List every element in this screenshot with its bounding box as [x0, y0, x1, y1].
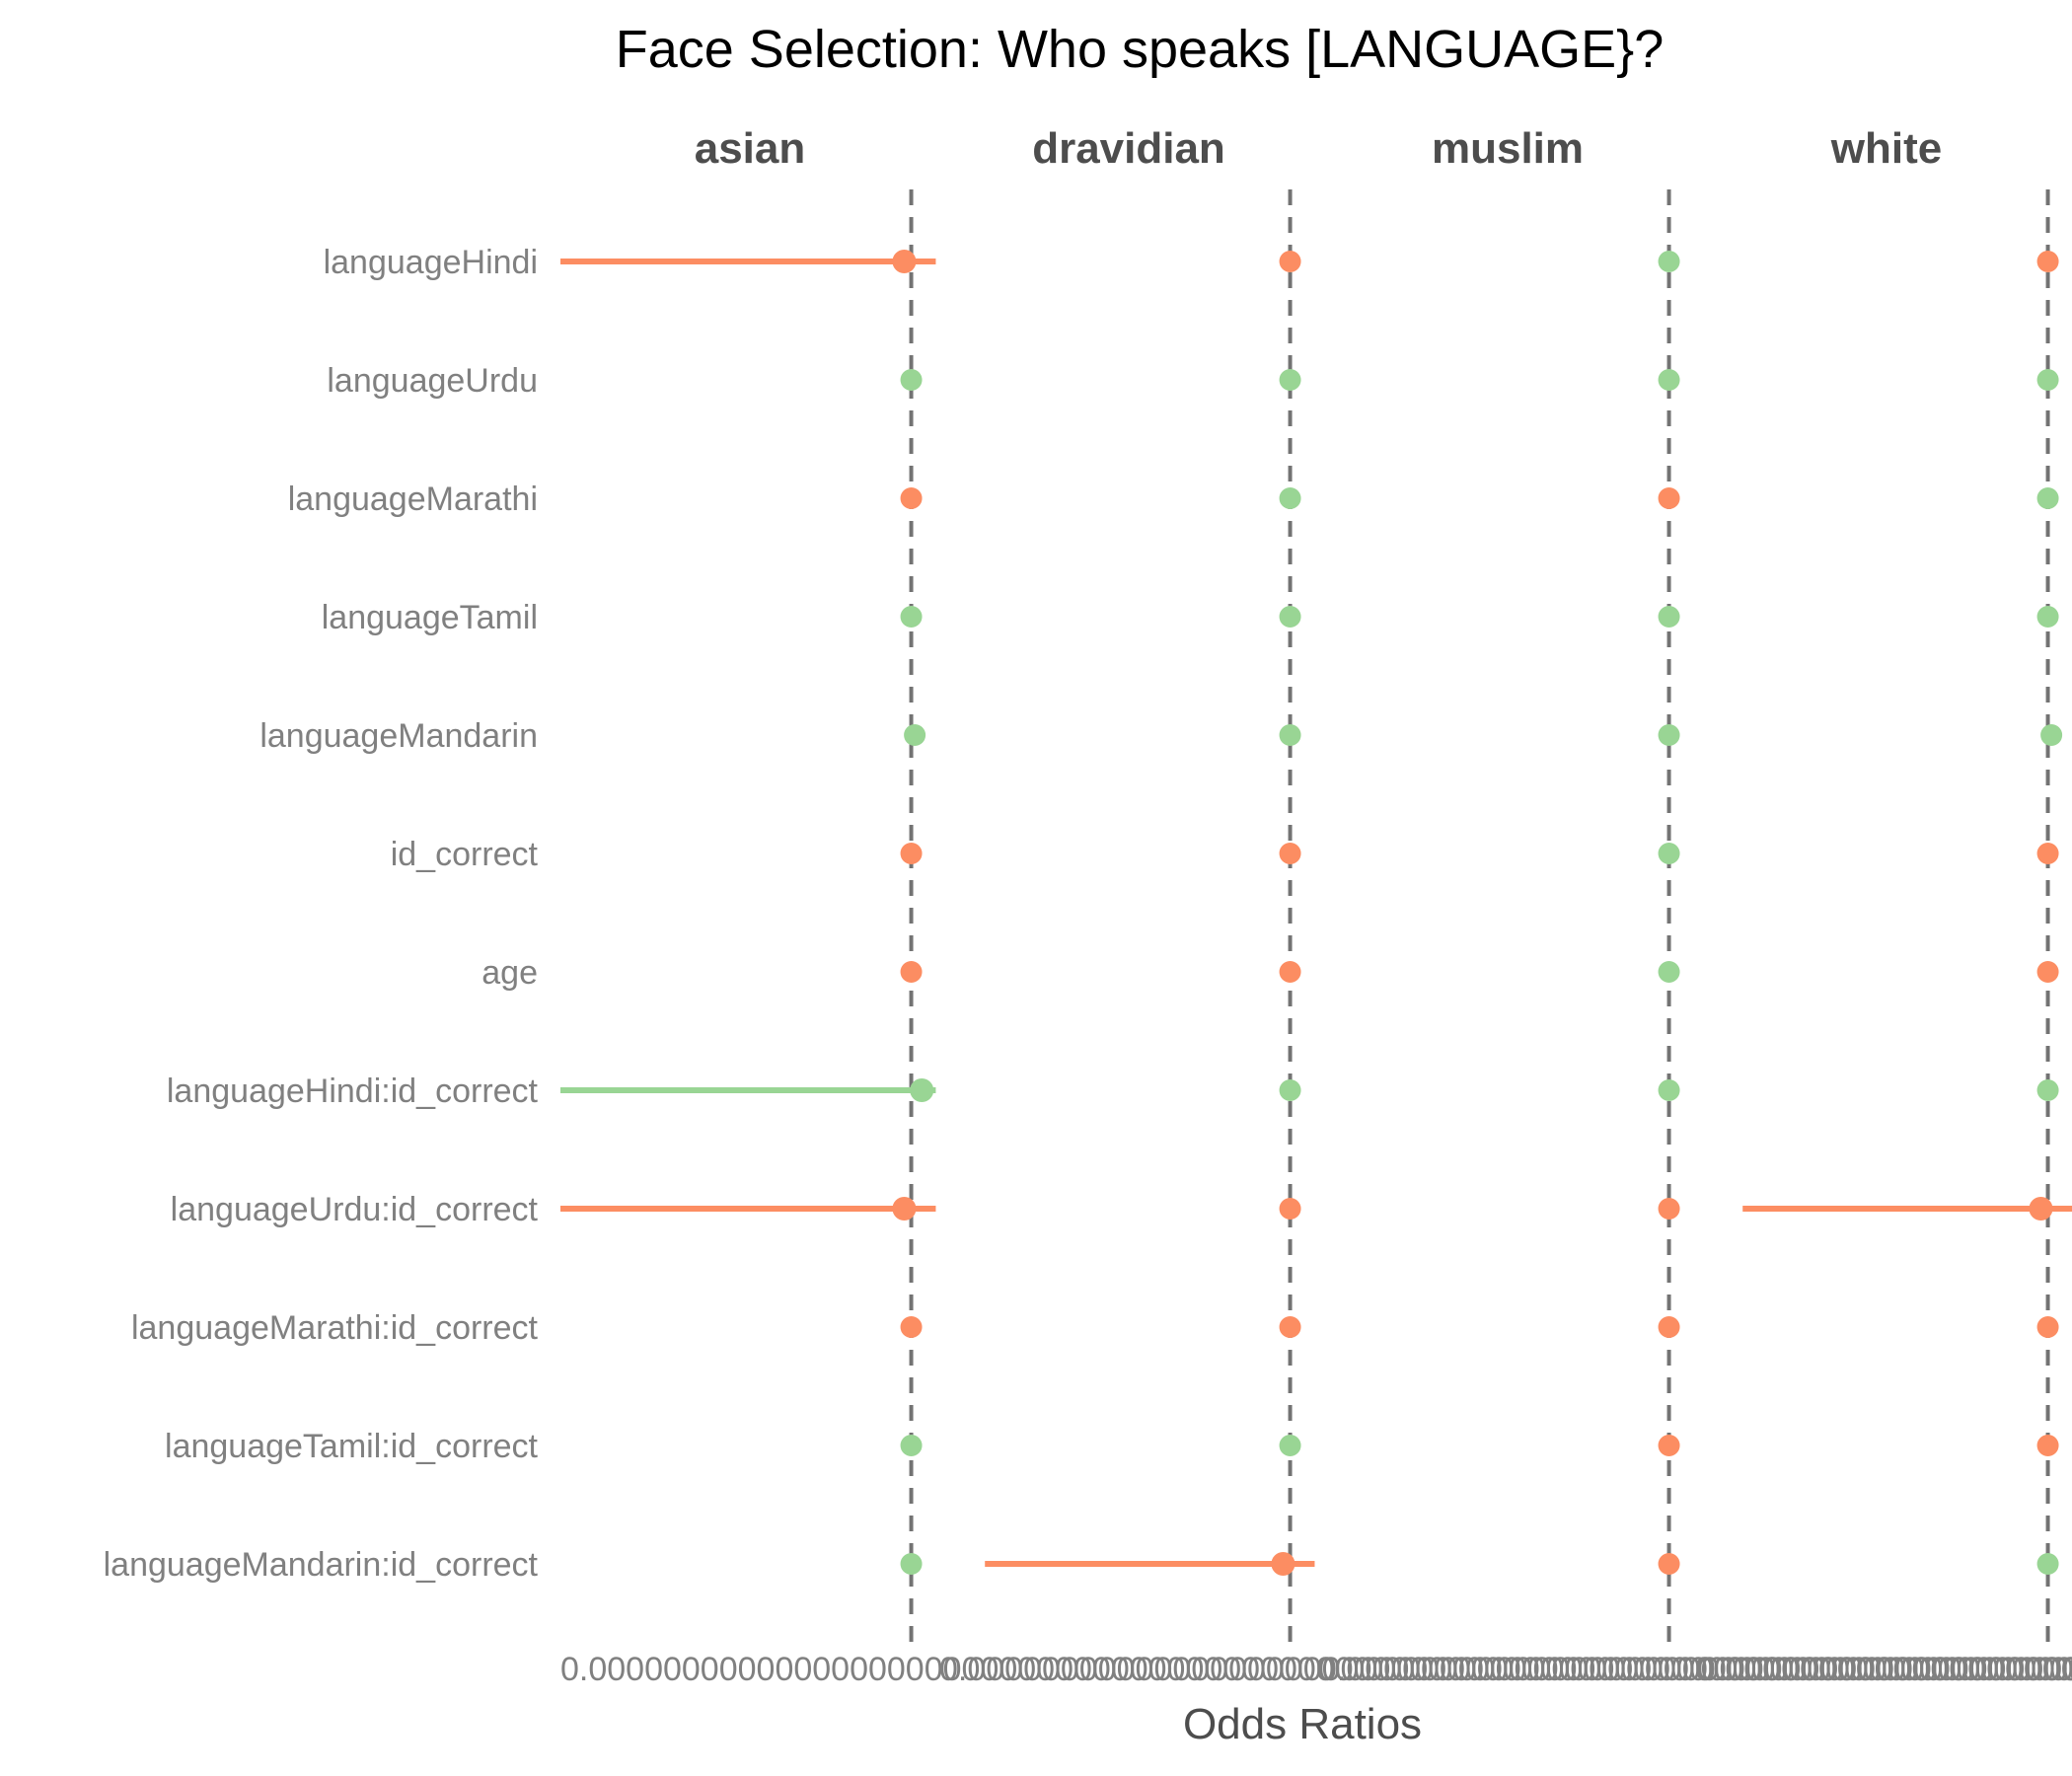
point-asian-languagemarathi-id-correct [900, 1316, 923, 1338]
point-muslim-languagehindi-id-correct [1658, 1079, 1680, 1101]
point-dravidian-languagehindi-id-correct [1279, 1079, 1301, 1101]
y-tick-label-languagehindi: languageHindi [324, 244, 538, 281]
point-white-languagetamil [2036, 606, 2059, 628]
y-tick-label-age: age [481, 954, 538, 992]
point-muslim-languagemarathi-id-correct [1658, 1316, 1680, 1338]
point-white-languagemandarin [2040, 724, 2063, 746]
x-axis-tick-labels: 0.00000000000000000000000000000000000000… [560, 1651, 2072, 1688]
point-asian-languageurdu [900, 369, 923, 391]
panel-asian [560, 189, 936, 1646]
facet-labels: asian dravidian muslim white [695, 124, 1942, 173]
point-dravidian-languagemarathi [1279, 487, 1301, 509]
x-tick-label-muslim-zero: 0.00000000000000000000000000000000000000… [1318, 1651, 2072, 1688]
point-white-languagehindi-id-correct [2036, 1079, 2059, 1101]
point-muslim-languageurdu [1658, 369, 1680, 391]
x-axis-label: Odds Ratios [1183, 1700, 1422, 1748]
point-muslim-age [1658, 961, 1680, 983]
x-tick-label-white-zero: 0.00000000000000000000000000000000000000… [1697, 1651, 2072, 1688]
point-dravidian-languagetamil-id-correct [1279, 1435, 1301, 1456]
y-tick-label-languagehindi-id-correct: languageHindi:id_correct [167, 1073, 539, 1110]
facet-label-asian: asian [695, 124, 806, 173]
x-tick-label-dravidian-zero: 0.00000000000000000000000000000000000000… [939, 1651, 2072, 1688]
y-tick-label-id-correct: id_correct [391, 836, 539, 873]
point-white-languagetamil-id-correct [2036, 1435, 2059, 1456]
facet-panels [560, 189, 2072, 1646]
point-dravidian-languagemandarin [1279, 724, 1301, 746]
point-dravidian-languagehindi [1279, 251, 1301, 272]
x-tick-label-asian-zero: 0.00000000000000000000000000000000000000… [560, 1651, 2072, 1688]
point-dravidian-id-correct [1279, 843, 1301, 864]
point-dravidian-languageurdu [1279, 369, 1301, 391]
chart-title: Face Selection: Who speaks [LANGUAGE}? [616, 20, 1665, 79]
point-asian-languagemandarin-id-correct [900, 1553, 923, 1575]
point-muslim-languageurdu-id-correct [1658, 1198, 1680, 1220]
point-asian-languagehindi [892, 250, 917, 273]
point-dravidian-languagemandarin-id-correct [1271, 1552, 1295, 1576]
point-dravidian-languageurdu-id-correct [1279, 1198, 1301, 1220]
point-muslim-languagemandarin [1658, 724, 1680, 746]
point-asian-languageurdu-id-correct [892, 1197, 917, 1221]
panel-muslim [1658, 189, 1680, 1646]
y-tick-label-languagetamil: languageTamil [322, 599, 538, 636]
point-asian-languagemarathi [900, 487, 923, 509]
point-asian-languagetamil-id-correct [900, 1435, 923, 1456]
point-white-languagemarathi-id-correct [2036, 1316, 2059, 1338]
point-white-languageurdu [2036, 369, 2059, 391]
y-tick-label-languageurdu: languageUrdu [327, 362, 538, 400]
point-muslim-id-correct [1658, 843, 1680, 864]
y-axis-tick-labels: languageHindi languageUrdu languageMarathi… [104, 244, 539, 1584]
facet-label-muslim: muslim [1432, 124, 1584, 173]
point-asian-languagehindi-id-correct [910, 1078, 934, 1102]
panel-white [1742, 189, 2072, 1646]
point-muslim-languagemandarin-id-correct [1658, 1553, 1680, 1575]
facet-label-white: white [1830, 124, 1942, 173]
point-white-languagehindi [2036, 251, 2059, 272]
y-tick-label-languagemarathi-id-correct: languageMarathi:id_correct [131, 1309, 539, 1347]
y-tick-label-languagetamil-id-correct: languageTamil:id_correct [165, 1428, 539, 1465]
point-white-languagemandarin-id-correct [2036, 1553, 2059, 1575]
point-asian-id-correct [900, 843, 923, 864]
point-white-age [2036, 961, 2059, 983]
y-tick-label-languagemarathi: languageMarathi [288, 481, 538, 518]
y-tick-label-languagemandarin-id-correct: languageMandarin:id_correct [104, 1546, 539, 1584]
point-muslim-languagetamil-id-correct [1658, 1435, 1680, 1456]
point-asian-languagemandarin [904, 724, 926, 746]
facet-label-dravidian: dravidian [1032, 124, 1225, 173]
point-asian-languagetamil [900, 606, 923, 628]
point-dravidian-languagetamil [1279, 606, 1301, 628]
point-white-languagemarathi [2036, 487, 2059, 509]
point-dravidian-age [1279, 961, 1301, 983]
point-asian-age [900, 961, 923, 983]
point-white-id-correct [2036, 843, 2059, 864]
y-tick-label-languageurdu-id-correct: languageUrdu:id_correct [171, 1191, 539, 1228]
point-dravidian-languagemarathi-id-correct [1279, 1316, 1301, 1338]
y-tick-label-languagemandarin: languageMandarin [259, 717, 538, 755]
point-white-languageurdu-id-correct [2029, 1197, 2053, 1221]
point-muslim-languagemarathi [1658, 487, 1680, 509]
point-muslim-languagehindi [1658, 251, 1680, 272]
panel-dravidian [985, 189, 1315, 1646]
point-muslim-languagetamil [1658, 606, 1680, 628]
